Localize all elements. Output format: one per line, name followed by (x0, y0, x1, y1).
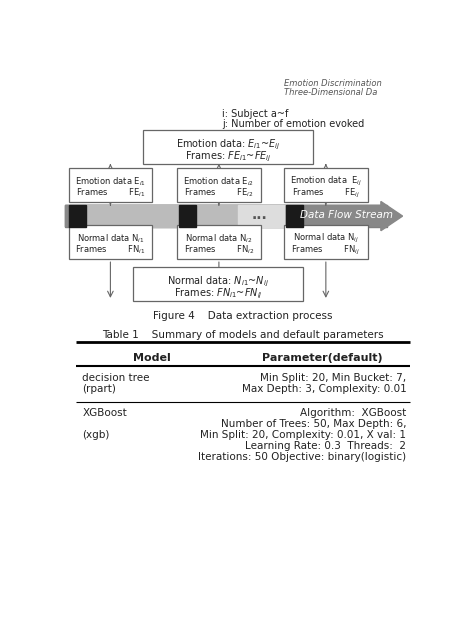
Bar (196, 205, 286, 227)
Text: Frames        FN$_{ij}$: Frames FN$_{ij}$ (292, 244, 360, 257)
Bar (65, 205, 387, 227)
Text: j: Number of emotion evoked: j: Number of emotion evoked (222, 119, 364, 129)
Bar (237, 205, 284, 227)
Text: (xgb): (xgb) (82, 430, 110, 440)
Text: Frames: $FE_{i1}$~$FE_{ij}$: Frames: $FE_{i1}$~$FE_{ij}$ (185, 150, 272, 164)
Text: XGBoost: XGBoost (82, 408, 127, 418)
Text: Frames: $FN_{i1}$~$FN_{ij}$: Frames: $FN_{i1}$~$FN_{ij}$ (173, 287, 263, 301)
Bar (179, 205, 196, 227)
Text: Number of Trees: 50, Max Depth: 6,: Number of Trees: 50, Max Depth: 6, (221, 419, 406, 429)
Text: Normal data: $N_{i1}$~$N_{ij}$: Normal data: $N_{i1}$~$N_{ij}$ (167, 275, 269, 289)
Bar (177, 225, 261, 259)
Text: Data Flow Stream: Data Flow Stream (300, 210, 392, 219)
Text: Parameter(default): Parameter(default) (263, 353, 383, 363)
Text: Max Depth: 3, Complexity: 0.01: Max Depth: 3, Complexity: 0.01 (242, 384, 406, 394)
Text: Frames        FE$_{i2}$: Frames FE$_{i2}$ (184, 187, 254, 199)
Text: Frames        FE$_{ij}$: Frames FE$_{ij}$ (292, 187, 360, 200)
Text: Emotion data  E$_{ij}$: Emotion data E$_{ij}$ (290, 175, 362, 188)
Text: Model: Model (133, 353, 171, 363)
Text: Table 1    Summary of models and default parameters: Table 1 Summary of models and default pa… (102, 330, 383, 340)
Text: Emotion data E$_{i2}$: Emotion data E$_{i2}$ (183, 175, 255, 188)
Text: Frames        FN$_{i2}$: Frames FN$_{i2}$ (184, 244, 254, 256)
Bar (69, 205, 86, 227)
Bar (86, 205, 179, 227)
Text: decision tree: decision tree (82, 373, 150, 383)
Text: Emotion Discrimination: Emotion Discrimination (284, 79, 382, 88)
Text: Frames        FE$_{i1}$: Frames FE$_{i1}$ (76, 187, 145, 199)
Text: Emotion data E$_{i1}$: Emotion data E$_{i1}$ (75, 175, 146, 188)
Text: Normal data N$_{ij}$: Normal data N$_{ij}$ (293, 232, 359, 246)
Text: Three-Dimensional Da: Three-Dimensional Da (284, 88, 377, 97)
Text: Min Split: 20, Min Bucket: 7,: Min Split: 20, Min Bucket: 7, (260, 373, 406, 383)
Bar (177, 169, 261, 202)
Text: Frames        FN$_{i1}$: Frames FN$_{i1}$ (75, 244, 146, 256)
Bar (284, 225, 368, 259)
Text: i: Subject a~f: i: Subject a~f (222, 109, 288, 119)
Bar (286, 205, 303, 227)
Bar (133, 267, 303, 301)
Text: Learning Rate: 0.3  Threads:  2: Learning Rate: 0.3 Threads: 2 (246, 441, 406, 451)
Text: Emotion data: $E_{i1}$~$E_{ij}$: Emotion data: $E_{i1}$~$E_{ij}$ (176, 138, 281, 152)
Text: Min Split: 20, Complexity: 0.01, X val: 1: Min Split: 20, Complexity: 0.01, X val: … (201, 430, 406, 440)
Bar (284, 169, 368, 202)
Text: Normal data N$_{i2}$: Normal data N$_{i2}$ (185, 232, 253, 245)
Text: Figure 4    Data extraction process: Figure 4 Data extraction process (153, 311, 333, 321)
Text: Iterations: 50 Objective: binary(logistic): Iterations: 50 Objective: binary(logisti… (198, 453, 406, 463)
Text: (rpart): (rpart) (82, 384, 117, 394)
Bar (69, 225, 152, 259)
Bar (69, 169, 152, 202)
FancyArrow shape (65, 202, 402, 231)
Bar (143, 130, 313, 164)
Text: Normal data N$_{i1}$: Normal data N$_{i1}$ (76, 232, 144, 245)
Text: Algorithm:  XGBoost: Algorithm: XGBoost (300, 408, 406, 418)
Text: ...: ... (252, 208, 268, 221)
